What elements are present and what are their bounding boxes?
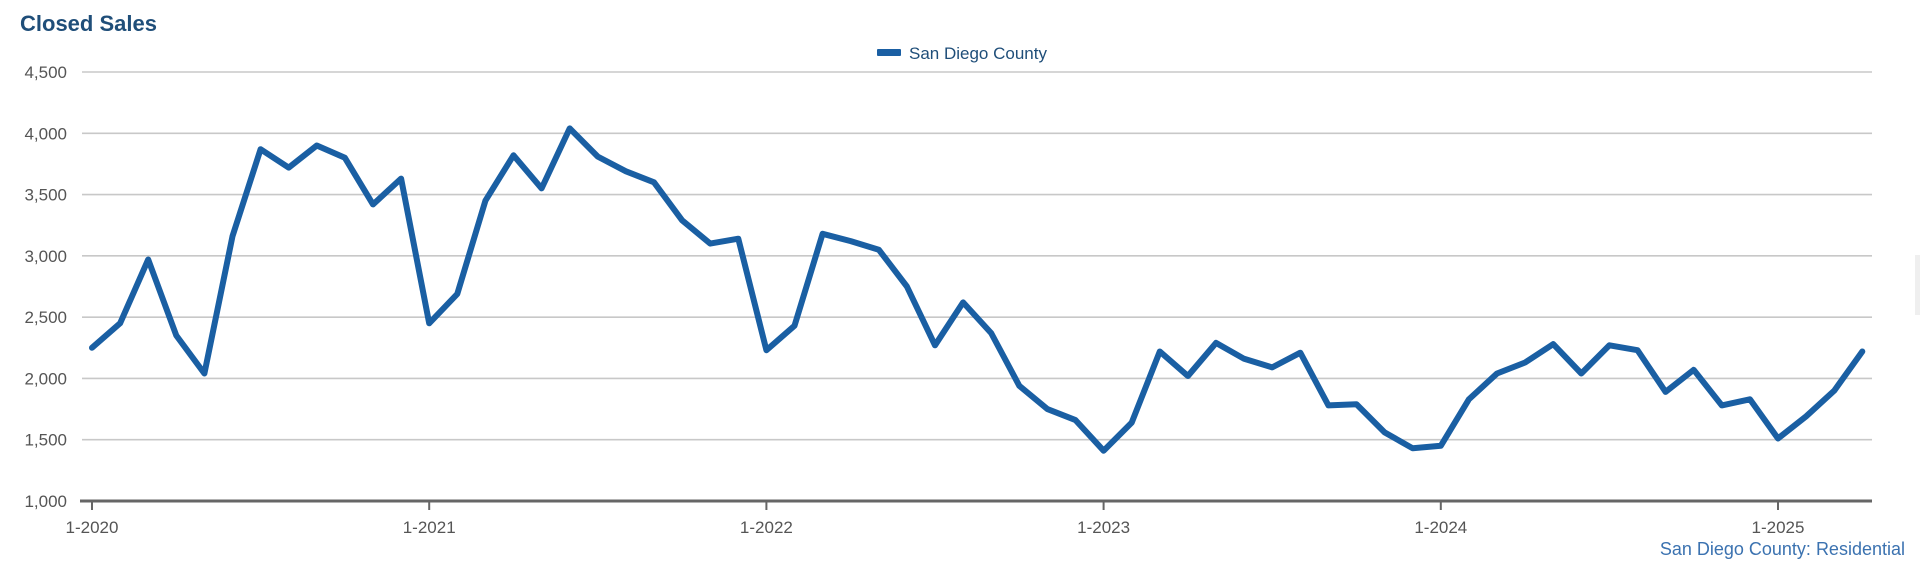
x-tick-label: 1-2021 [403,518,456,537]
y-tick-label: 4,000 [24,124,67,143]
x-tick-label: 1-2020 [66,518,119,537]
y-tick-label: 3,500 [24,186,67,205]
x-tick-label: 1-2025 [1752,518,1805,537]
x-axis: 1-2020 1-2021 1-2022 1-2023 1-2024 1-2025 [66,499,1872,537]
chart-title: Closed Sales [20,11,157,36]
y-tick-label: 1,500 [24,431,67,450]
x-tick-label: 1-2023 [1077,518,1130,537]
y-tick-label: 3,000 [24,247,67,266]
x-tick-label: 1-2022 [740,518,793,537]
series-layer [89,125,1866,454]
y-tick-label: 4,500 [24,63,67,82]
y-tick-label: 1,000 [24,492,67,511]
series-line-san-diego-county[interactable] [89,125,1866,454]
scroll-edge-handle[interactable] [1915,255,1920,315]
x-tick-label: 1-2024 [1414,518,1467,537]
legend-swatch-san-diego-county [877,49,901,56]
source-note: San Diego County: Residential [1660,539,1905,559]
legend[interactable]: San Diego County [877,44,1047,63]
y-tick-label: 2,500 [24,308,67,327]
legend-label-san-diego-county: San Diego County [909,44,1047,63]
y-tick-label: 2,000 [24,369,67,388]
y-axis-labels: 1,000 1,500 2,000 2,500 3,000 3,500 4,000 4,500 [24,63,67,511]
grid-lines [82,71,1872,441]
